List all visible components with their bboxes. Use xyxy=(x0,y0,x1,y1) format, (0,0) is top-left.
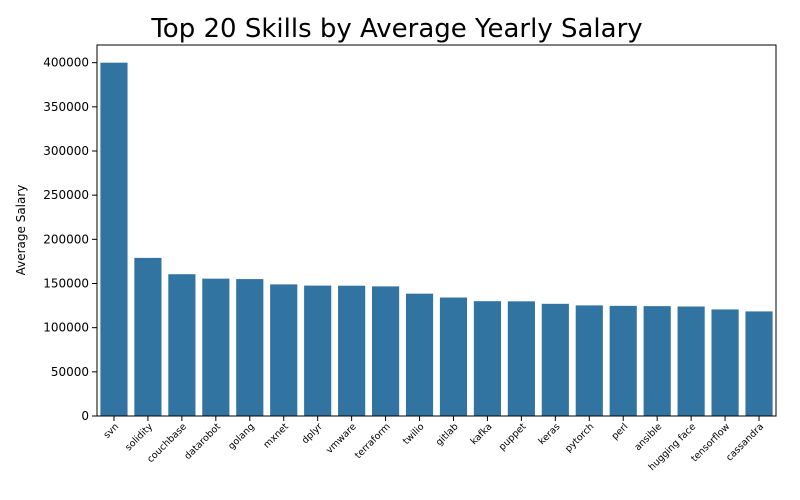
chart-title: Top 20 Skills by Average Yearly Salary xyxy=(150,14,642,44)
bar-hugging-face xyxy=(677,306,705,416)
y-tick-label: 100000 xyxy=(43,321,89,335)
bar-gitlab xyxy=(439,297,468,416)
x-tick-label: perl xyxy=(610,421,631,442)
x-tick-label: keras xyxy=(537,421,563,447)
bar-dplyr xyxy=(304,285,332,416)
x-tick-label: gitlab xyxy=(434,421,461,448)
x-tick-label: terraform xyxy=(353,421,393,461)
bar-perl xyxy=(609,305,637,416)
bar-kafka xyxy=(473,301,502,416)
x-tick-label: svn xyxy=(102,421,122,441)
bar-cassandra xyxy=(745,311,773,416)
y-tick-label: 50000 xyxy=(51,365,89,379)
bar-svn xyxy=(100,62,128,417)
y-tick-label: 250000 xyxy=(43,188,89,202)
bar-golang xyxy=(236,279,264,416)
y-tick-label: 300000 xyxy=(43,144,89,158)
bars-group xyxy=(100,62,773,417)
x-tick-label: twilio xyxy=(401,421,427,447)
bar-couchbase xyxy=(168,274,196,416)
y-axis-label: Average Salary xyxy=(14,185,28,276)
x-tick-label: datarobot xyxy=(182,421,223,462)
bar-twilio xyxy=(405,293,434,416)
bar-datarobot xyxy=(202,278,230,416)
y-axis: 0 50000 100000 150000 200000 250000 300000 3500… xyxy=(43,56,97,423)
x-tick-label: kafka xyxy=(469,421,495,447)
x-tick-label: mxnet xyxy=(262,421,292,451)
x-tick-label: pytorch xyxy=(563,421,596,454)
x-tick-label: golang xyxy=(226,421,257,452)
x-tick-label: ansible xyxy=(633,421,665,453)
plot-frame xyxy=(96,44,777,417)
bar-ansible xyxy=(643,306,671,416)
x-tick-label: dplyr xyxy=(300,421,325,446)
x-tick-label: vmware xyxy=(324,421,359,456)
bar-vmware xyxy=(338,285,366,416)
bar-terraform xyxy=(372,286,400,416)
y-tick-label: 200000 xyxy=(43,232,89,246)
x-tick-label: solidity xyxy=(123,421,155,453)
bar-pytorch xyxy=(575,305,603,416)
y-tick-label: 400000 xyxy=(43,56,89,70)
y-tick-label: 350000 xyxy=(43,100,89,114)
x-tick-label: puppet xyxy=(497,421,529,453)
bar-tensorflow xyxy=(711,309,739,416)
bar-mxnet xyxy=(270,284,298,416)
y-tick-label: 0 xyxy=(81,409,89,423)
y-tick-label: 150000 xyxy=(43,277,89,291)
bar-solidity xyxy=(134,257,162,416)
bar-puppet xyxy=(507,301,535,416)
bar-keras xyxy=(541,303,569,416)
